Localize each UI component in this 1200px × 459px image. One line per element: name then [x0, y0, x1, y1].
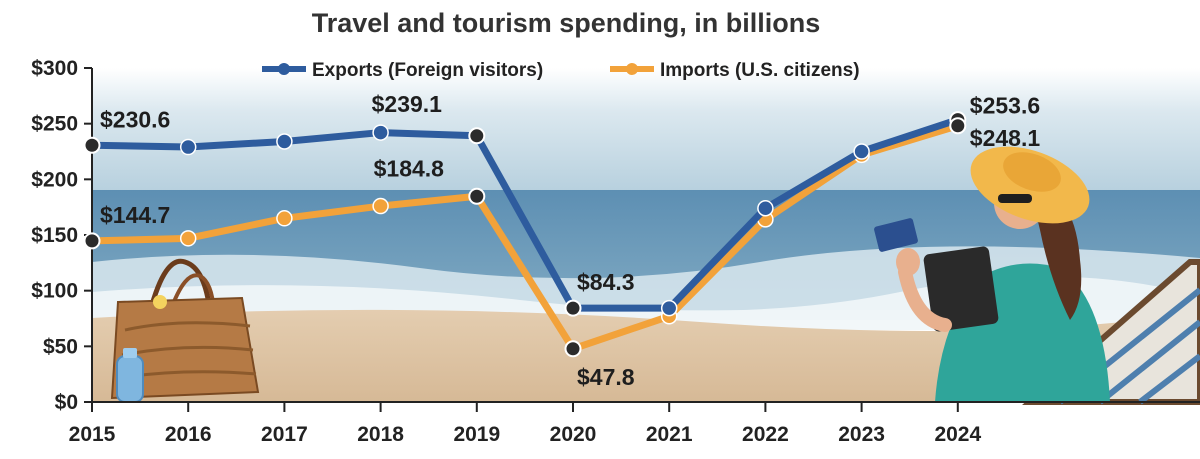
sunglasses [998, 194, 1032, 203]
annotation-layer: $230.6 $239.1 $84.3 $253.6 $144.7 $184.8 $47.8… [83, 91, 1041, 390]
series-point-imports [372, 197, 389, 215]
x-tick-label: 2015 [69, 423, 116, 446]
legend: Exports (Foreign visitors) Imports (U.S.… [262, 60, 860, 81]
series-point-imports [179, 230, 197, 247]
data-label: $47.8 [577, 364, 635, 390]
annotated-point [564, 340, 582, 358]
annotated-point [83, 232, 101, 250]
bag-handle [147, 258, 213, 313]
x-tick-label: 2019 [453, 423, 500, 446]
hat-crown [1003, 152, 1061, 192]
legend-imports-marker [626, 63, 638, 75]
x-tick-label: 2024 [934, 423, 981, 446]
x-tick-label: 2020 [550, 423, 597, 446]
y-tick-label: $250 [31, 113, 78, 136]
x-tick-label: 2023 [838, 423, 885, 446]
series-point-exports [276, 133, 293, 150]
x-tick-label: 2018 [357, 423, 404, 446]
y-tick-label: $150 [31, 224, 78, 247]
data-label: $248.1 [970, 125, 1041, 151]
laptop [923, 246, 999, 332]
data-label: $144.7 [100, 202, 170, 228]
legend-imports-label: Imports (U.S. citizens) [660, 60, 860, 81]
x-tick-label: 2022 [742, 423, 789, 446]
x-tick-label: 2017 [261, 423, 308, 446]
y-axis-ticks: $0 $50 $100 $150 $200 $250 $300 [31, 57, 92, 414]
annotated-point [468, 127, 486, 145]
y-tick-label: $100 [31, 280, 78, 303]
x-axis-ticks: 2015 2016 2017 2018 2019 2020 2021 2022 2023 2024 [69, 402, 981, 446]
water-bottle [116, 355, 144, 403]
bag-handle-back [168, 273, 216, 313]
annotated-point [468, 187, 486, 205]
x-tick-label: 2021 [646, 423, 693, 446]
sand [92, 309, 1200, 402]
series-line-exports [88, 116, 962, 312]
annotated-point [83, 136, 101, 154]
y-tick-label: $200 [31, 168, 78, 191]
arm [898, 265, 952, 332]
series-point-exports [757, 200, 774, 217]
series-point-exports [660, 299, 678, 317]
legend-exports-marker [278, 63, 290, 75]
data-label: $84.3 [577, 269, 635, 295]
legend-exports-label: Exports (Foreign visitors) [312, 60, 543, 81]
series-point-exports [853, 143, 870, 160]
bag-flower [153, 295, 167, 309]
annotated-point [564, 299, 582, 317]
y-tick-label: $300 [31, 57, 78, 80]
series-point-exports [372, 124, 389, 141]
series-point-imports [276, 210, 293, 227]
woman-illustration [874, 146, 1200, 405]
chart-title: Travel and tourism spending, in billions [312, 8, 821, 38]
data-label: $239.1 [372, 91, 443, 117]
data-label: $184.8 [374, 155, 445, 181]
annotated-point [949, 117, 967, 135]
y-tick-label: $50 [43, 335, 78, 358]
data-label: $253.6 [970, 93, 1040, 119]
data-label: $230.6 [100, 106, 170, 132]
series-line-imports [88, 122, 962, 353]
x-tick-label: 2016 [165, 423, 212, 446]
series-point-exports [179, 138, 197, 156]
bottle-cap [123, 348, 137, 358]
y-tick-label: $0 [55, 391, 78, 414]
credit-card [874, 218, 918, 252]
